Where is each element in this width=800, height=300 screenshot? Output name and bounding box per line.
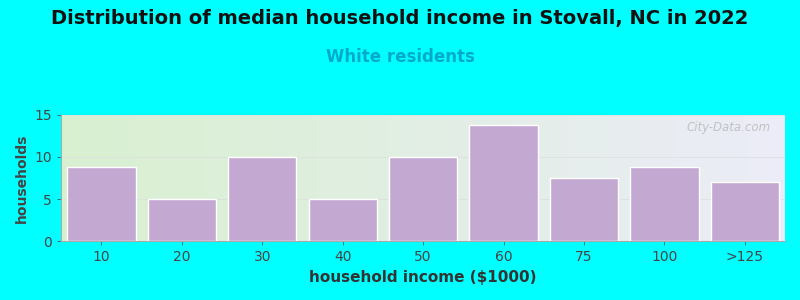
Bar xyxy=(550,178,618,242)
Bar xyxy=(309,199,377,242)
Bar xyxy=(389,157,458,242)
Bar xyxy=(148,199,216,242)
X-axis label: household income ($1000): household income ($1000) xyxy=(310,270,537,285)
Bar xyxy=(710,182,779,242)
Text: Distribution of median household income in Stovall, NC in 2022: Distribution of median household income … xyxy=(51,9,749,28)
Y-axis label: households: households xyxy=(15,133,29,223)
Text: White residents: White residents xyxy=(326,48,474,66)
Text: City-Data.com: City-Data.com xyxy=(686,121,770,134)
Bar xyxy=(470,125,538,242)
Bar xyxy=(67,167,135,242)
Bar xyxy=(630,167,698,242)
Bar xyxy=(228,157,297,242)
